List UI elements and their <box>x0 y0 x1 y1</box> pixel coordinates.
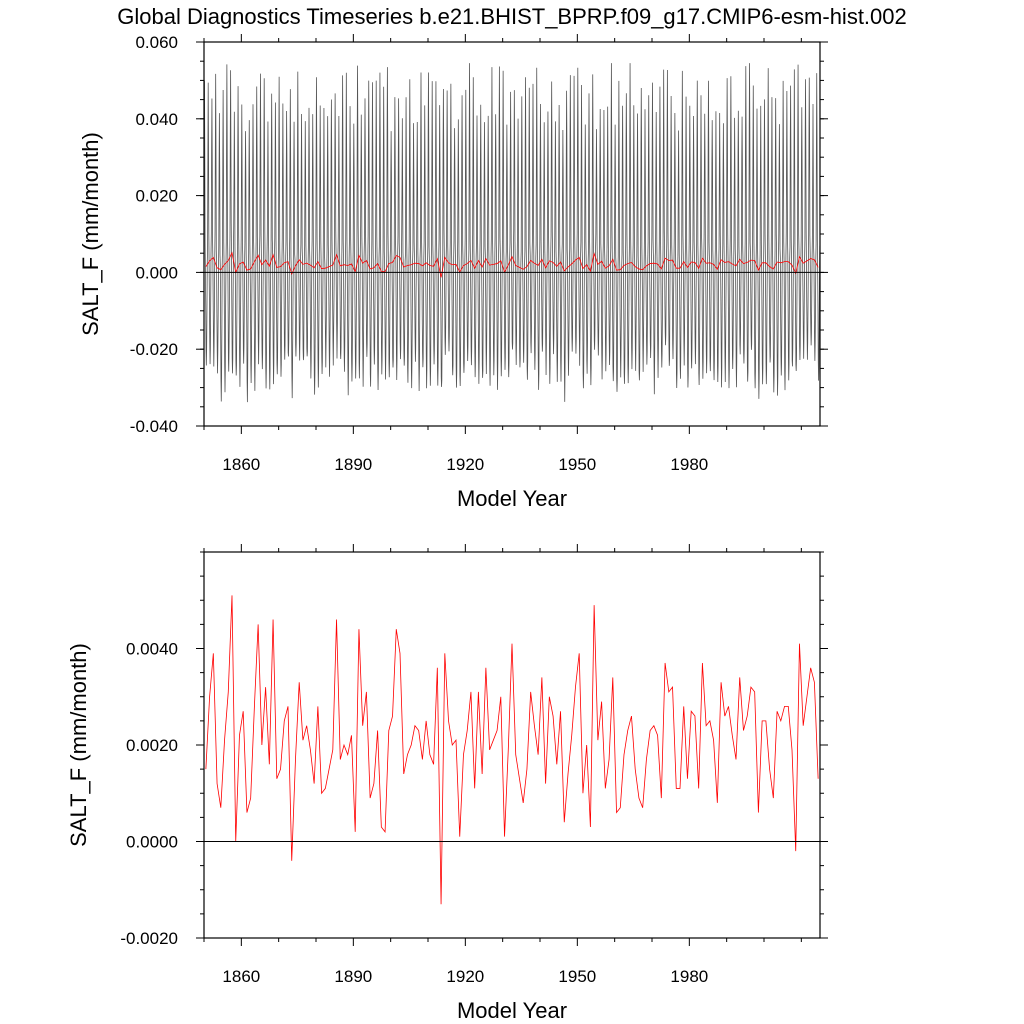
bottom-x-axis-title: Model Year <box>457 998 567 1023</box>
y-tick-label: -0.040 <box>130 417 178 436</box>
series-monthly-line <box>203 63 821 403</box>
y-tick-label: 0.020 <box>135 187 178 206</box>
top-axes-layer: 1860 1890 1920 1950 1980 -0.040 -0.020 0.000 0.0… <box>130 33 828 474</box>
x-tick-label: 1920 <box>446 455 484 474</box>
x-tick-label: 1950 <box>558 967 596 986</box>
y-tick-label: 0.0040 <box>126 640 178 659</box>
bottom-series-layer <box>205 595 819 905</box>
top-panel-monthly-and-annual: 1860 1890 1920 1950 1980 -0.040 -0.020 0.000 0.0… <box>78 33 828 511</box>
top-x-axis-title: Model Year <box>457 486 567 511</box>
x-tick-label: 1980 <box>670 967 708 986</box>
series-annual-line <box>205 595 819 905</box>
y-tick-label: 0.000 <box>135 263 178 282</box>
top-series-layer <box>203 63 821 403</box>
bottom-y-axis-title: SALT_F (mm/month) <box>66 643 91 847</box>
y-tick-label: 0.0020 <box>126 736 178 755</box>
y-tick-label: -0.020 <box>130 340 178 359</box>
x-tick-label: 1950 <box>558 455 596 474</box>
x-tick-label: 1920 <box>446 967 484 986</box>
series-annual-line <box>205 251 819 278</box>
top-y-axis-title: SALT_F (mm/month) <box>78 132 103 336</box>
x-tick-label: 1890 <box>334 967 372 986</box>
x-tick-label: 1890 <box>334 455 372 474</box>
y-tick-label: -0.0020 <box>120 929 178 948</box>
x-tick-label: 1860 <box>222 967 260 986</box>
x-tick-label: 1860 <box>222 455 260 474</box>
y-tick-label: 0.0000 <box>126 833 178 852</box>
x-tick-label: 1980 <box>670 455 708 474</box>
y-tick-label: 0.060 <box>135 33 178 52</box>
y-tick-label: 0.040 <box>135 110 178 129</box>
chart-title: Global Diagnostics Timeseries b.e21.BHIS… <box>117 4 907 29</box>
bottom-axes-layer: 1860 1890 1920 1950 1980 -0.0020 0.0000 0.0020 0… <box>120 544 828 986</box>
bottom-panel-annual-mean: 1860 1890 1920 1950 1980 -0.0020 0.0000 0.0020 0… <box>66 544 828 1023</box>
